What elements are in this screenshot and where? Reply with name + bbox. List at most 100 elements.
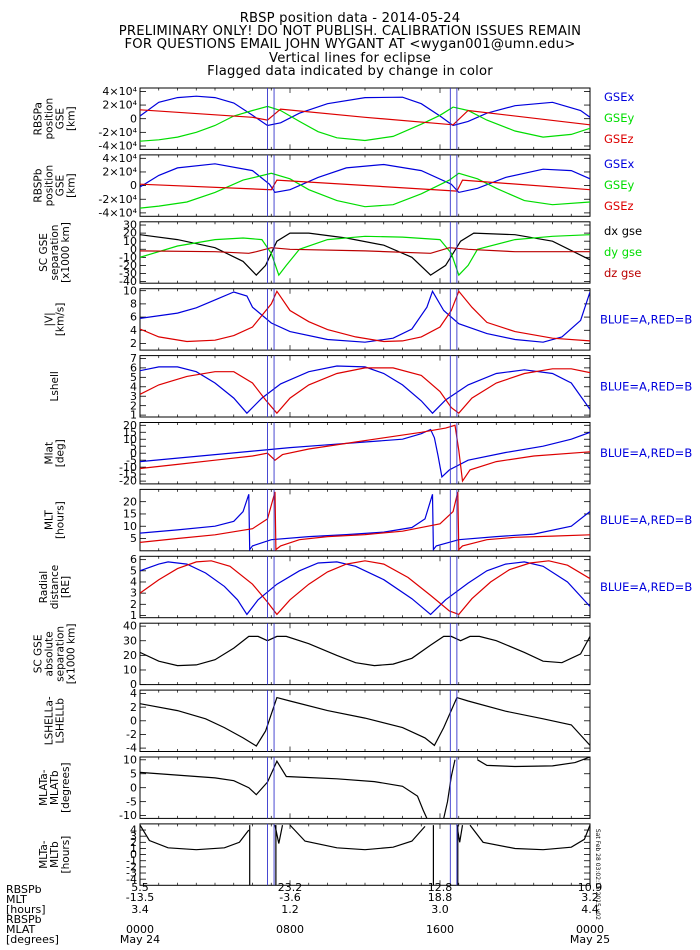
series-group	[140, 424, 590, 483]
y-axis-label: absolute	[44, 631, 56, 676]
series-dMLAT	[140, 759, 428, 819]
series-group	[140, 163, 590, 209]
title-line-5: Flagged data indicated by change in colo…	[207, 64, 493, 79]
y-axis-label: position	[44, 165, 56, 207]
y-tick-label: -4×10⁴	[98, 206, 137, 219]
y-tick-label: -40	[119, 275, 137, 288]
y-axis-label: LSHELLa-	[44, 696, 56, 745]
series-dMLAT-3	[477, 757, 590, 768]
series-GSEx	[140, 163, 590, 194]
y-tick-label: 4	[130, 687, 137, 700]
y-axis-label: separation	[49, 225, 61, 281]
y-tick-label: 5	[130, 767, 137, 780]
panel-frame	[139, 622, 591, 686]
y-tick-label: 10	[123, 664, 137, 677]
y-axis-label: [hours]	[60, 836, 72, 874]
y-tick-label: -4×10⁴	[98, 140, 137, 153]
y-axis-label: SC GSE	[33, 635, 45, 674]
y-tick-label: 3	[130, 830, 137, 843]
y-axis-label: Radial	[38, 571, 50, 603]
bottom-tick-time: 0000	[126, 923, 154, 936]
y-tick-label: 30	[123, 634, 137, 647]
y-tick-label: 10	[123, 433, 137, 446]
panel-frame	[139, 422, 591, 485]
bottom-tick-rbspa_mlt: 23.2	[278, 881, 303, 894]
y-tick-label: 1	[130, 609, 137, 622]
title-line-1: RBSP position data - 2014-05-24	[239, 11, 461, 26]
y-axis-label: position	[44, 98, 56, 140]
y-tick-label: 0	[130, 112, 137, 125]
y-tick-label: -20	[119, 475, 137, 488]
series-s5	[289, 824, 426, 851]
series-dy gse	[140, 234, 590, 277]
y-tick-label: -3	[126, 867, 137, 880]
bottom-row-label: [hours]	[6, 903, 46, 916]
legend-dx-gse: dx gse	[604, 224, 642, 238]
bottom-row-label: RBSPb	[6, 883, 42, 896]
y-tick-label: 0	[130, 447, 137, 460]
y-axis-label: MLTb	[49, 841, 61, 868]
bottom-tick-rbspa_mlt: 5.5	[131, 881, 149, 894]
y-tick-label: 3	[130, 587, 137, 600]
series-s1	[140, 824, 250, 851]
legend-GSEz: GSEz	[604, 199, 634, 213]
y-axis-label: GSE	[55, 108, 67, 129]
title-line-3: FOR QUESTIONS EMAIL JOHN WYGANT AT <wyga…	[124, 37, 576, 52]
title-line-4: Vertical lines for eclipse	[269, 51, 431, 66]
legend-GSEx: GSEx	[604, 90, 634, 104]
bottom-tick-rbspa_mlt: 12.8	[428, 881, 453, 894]
series-A	[140, 494, 590, 551]
panel-frame	[139, 823, 591, 886]
y-axis-label: MLATb	[49, 770, 61, 805]
y-tick-label: 10	[123, 284, 137, 297]
bottom-tick-rbspb_mlt: 3.0	[431, 903, 449, 916]
bottom-tick-date: May 25	[570, 933, 610, 946]
series-GSEx	[140, 95, 590, 127]
y-axis-label: [km]	[66, 173, 78, 198]
series-A	[140, 561, 590, 616]
bottom-tick-rbspb_mlt: 1.2	[281, 903, 299, 916]
y-tick-label: 20	[123, 649, 137, 662]
y-tick-label: 2×10⁴	[102, 166, 137, 179]
y-axis-label: GSE	[55, 175, 67, 196]
y-axis-label: RBSPa	[33, 102, 45, 135]
title-line-2: PRELIMINARY ONLY! DO NOT PUBLISH. CALIBR…	[118, 24, 582, 39]
series-GSEy	[140, 172, 590, 209]
series-B	[140, 491, 590, 551]
y-tick-label: -15	[119, 468, 137, 481]
y-axis-label: [deg]	[55, 439, 67, 467]
y-tick-label: 7	[130, 352, 137, 365]
y-axis-label: MLTa-	[38, 840, 50, 869]
series-GSEz	[140, 179, 590, 192]
y-tick-label: 4	[130, 324, 137, 337]
series-group	[140, 95, 590, 142]
y-tick-label: -10	[119, 461, 137, 474]
bottom-tick-rbspa_mlt: 10.9	[578, 881, 603, 894]
series-A	[140, 289, 590, 343]
legend-GSEz: GSEz	[604, 132, 634, 146]
y-axis-label: SC GSE	[38, 233, 50, 272]
y-tick-label: 6	[130, 553, 137, 566]
bottom-tick-rbspa_mlat: 18.8	[428, 891, 453, 904]
bottom-tick-time: 0000	[576, 923, 604, 936]
y-tick-label: 2	[130, 337, 137, 350]
panel-frame	[139, 355, 591, 418]
y-tick-label: 4×10⁴	[102, 85, 137, 98]
panel-lshell-diff: 420-2-4 LSHELLa- LSHELLb	[44, 687, 591, 755]
y-axis-label: MLT	[44, 510, 56, 530]
legend-dy-gse: dy gse	[604, 245, 642, 259]
y-tick-label: 2	[130, 399, 137, 412]
y-tick-label: 1	[130, 842, 137, 855]
series-sep	[140, 635, 590, 667]
y-tick-label: 4	[130, 824, 137, 837]
bottom-tick-time: 1600	[426, 923, 454, 936]
bottom-tick-rbspb_mlt: 3.4	[131, 903, 149, 916]
y-tick-label: 10	[123, 753, 137, 766]
